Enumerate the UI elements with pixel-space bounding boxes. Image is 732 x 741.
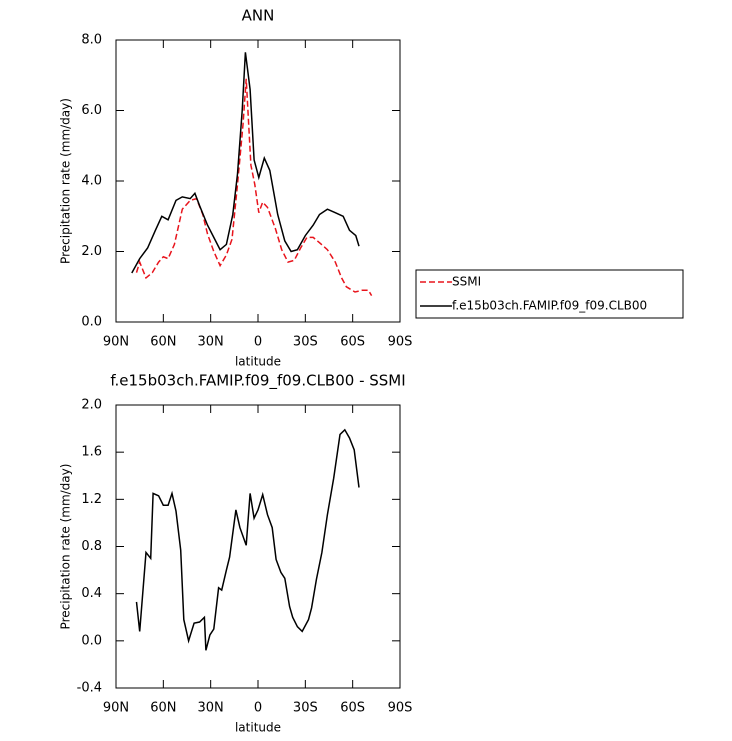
x-tick-label: 30S <box>293 701 318 716</box>
x-tick-label: 60N <box>150 701 176 716</box>
x-tick-label: 60S <box>340 335 365 350</box>
x-tick-label: 60S <box>340 701 365 716</box>
x-tick-label: 90S <box>388 335 413 350</box>
x-tick-label: 90N <box>103 335 129 350</box>
data-line <box>135 78 373 296</box>
y-tick-label: 4.0 <box>81 174 102 189</box>
x-tick-label: 0 <box>254 335 262 350</box>
y-tick-label: 0.0 <box>81 633 102 648</box>
y-tick-label: 6.0 <box>81 103 102 118</box>
y-tick-label: 0.4 <box>81 586 102 601</box>
y-tick-label: 0.0 <box>81 315 102 330</box>
x-axis-label: latitude <box>235 721 281 735</box>
x-tick-label: 30N <box>198 335 224 350</box>
x-tick-label: 60N <box>150 335 176 350</box>
data-line <box>135 428 360 651</box>
plot-frame <box>115 404 401 689</box>
y-axis-label: Precipitation rate (mm/day) <box>59 464 73 630</box>
legend-label: SSMI <box>452 275 481 289</box>
y-tick-label: 1.6 <box>81 445 102 460</box>
legend-label: f.e15b03ch.FAMIP.f09_f09.CLB00 <box>452 299 647 313</box>
y-tick-label: 2.0 <box>81 244 102 259</box>
x-tick-label: 30N <box>198 701 224 716</box>
y-tick-label: -0.4 <box>77 681 102 696</box>
y-tick-label: 0.8 <box>81 539 102 554</box>
chart-title: f.e15b03ch.FAMIP.f09_f09.CLB00 - SSMI <box>110 372 405 391</box>
y-tick-label: 1.2 <box>81 492 102 507</box>
x-tick-label: 90N <box>103 701 129 716</box>
y-tick-label: 2.0 <box>81 398 102 413</box>
plot-frame <box>115 39 401 323</box>
x-tick-label: 0 <box>254 701 262 716</box>
chart-title: ANN <box>242 7 275 25</box>
x-tick-label: 30S <box>293 335 318 350</box>
x-axis-label: latitude <box>235 355 281 369</box>
legend-box <box>415 269 684 319</box>
y-tick-label: 8.0 <box>81 33 102 48</box>
data-line <box>131 52 360 274</box>
y-axis-label: Precipitation rate (mm/day) <box>59 98 73 264</box>
x-tick-label: 90S <box>388 701 413 716</box>
